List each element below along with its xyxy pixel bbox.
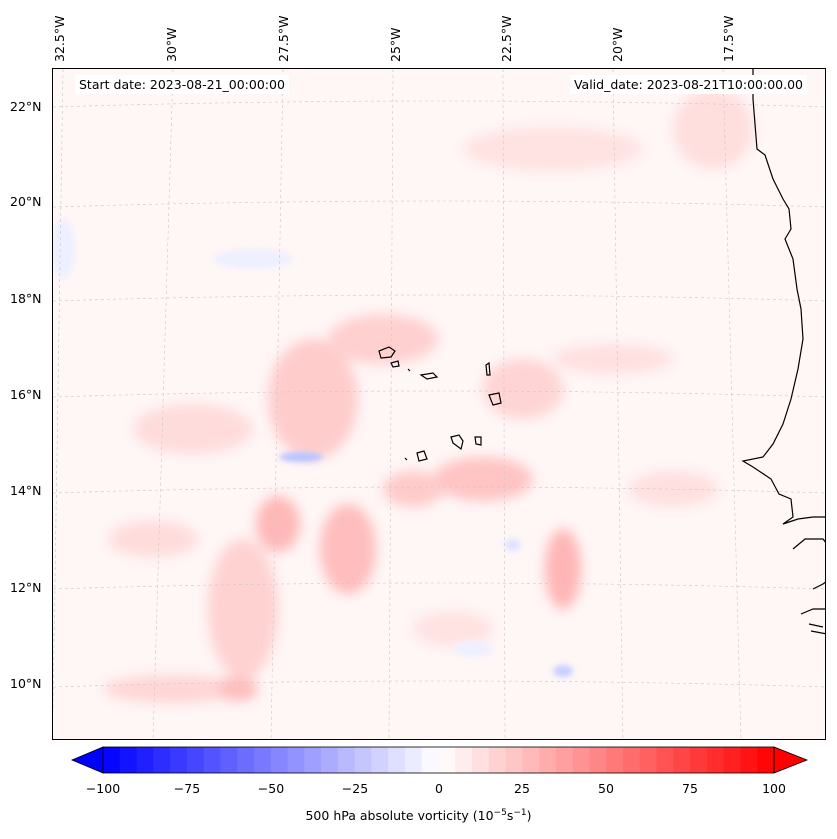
colorbar-cell	[270, 747, 289, 773]
lat-label-16n: 16°N	[10, 387, 42, 402]
colorbar-cell	[354, 747, 373, 773]
lon-label-32-5w: 32.5°W	[52, 15, 67, 62]
lat-label-10n: 10°N	[10, 676, 42, 691]
colorbar-cell	[455, 747, 473, 773]
colorbar-tick-100: 100	[762, 781, 786, 796]
colorbar-cell	[572, 747, 591, 773]
colorbar-cell	[757, 747, 775, 773]
colorbar-cell	[555, 747, 574, 773]
colorbar-cell	[136, 747, 154, 773]
cape-verde-islands	[378, 346, 502, 462]
colorbar-cell	[119, 747, 138, 773]
colorbar-tick-minus-50: −50	[257, 781, 285, 796]
colorbar-cell	[153, 747, 171, 773]
colorbar-tick-0: 0	[435, 781, 443, 796]
colorbar-tick-minus-25: −25	[341, 781, 369, 796]
colorbar-cell	[337, 747, 356, 773]
colorbar-cell	[706, 747, 725, 773]
colorbar-cell	[371, 747, 389, 773]
colorbar-cell	[673, 747, 691, 773]
colorbar-cell	[220, 747, 238, 773]
lon-label-20w: 20°W	[610, 27, 625, 62]
colorbar-cell	[488, 747, 507, 773]
colorbar-cell	[623, 747, 641, 773]
colorbar-cell	[505, 747, 523, 773]
colorbar-cell	[606, 747, 624, 773]
colorbar-cell	[639, 747, 658, 773]
colorbar-cell	[388, 747, 406, 773]
lat-label-20n: 20°N	[10, 194, 42, 209]
colorbar-cell	[656, 747, 674, 773]
lon-label-27-5w: 27.5°W	[276, 15, 291, 62]
colorbar-tick-75: 75	[682, 781, 698, 796]
colorbar-cell	[170, 747, 188, 773]
colorbar-cell	[723, 747, 742, 773]
colorbar-cell	[522, 747, 540, 773]
colorbar-cell	[186, 747, 205, 773]
lon-label-25w: 25°W	[388, 27, 403, 62]
colorbar-cell	[421, 747, 440, 773]
colorbar-cell	[203, 747, 222, 773]
colorbar-cell	[321, 747, 339, 773]
start-date: Start date: 2023-08-21_00:00:00	[75, 75, 289, 94]
colorbar-cell	[438, 747, 456, 773]
map-panel[interactable]: Start date: 2023-08-21_00:00:00 Valid_da…	[52, 68, 826, 740]
colorbar-min-extend	[70, 746, 104, 774]
colorbar-cell	[539, 747, 557, 773]
guinea-bissau-coast	[792, 538, 825, 635]
colorbar-max-extend	[773, 746, 809, 774]
negative-vorticity-spots	[53, 219, 573, 677]
colorbar-cell	[253, 747, 272, 773]
colorbar-tick-minus-100: −100	[85, 781, 121, 796]
colorbar-cell	[404, 747, 423, 773]
valid-date: Valid_date: 2023-08-21T10:00:00.00	[569, 75, 807, 94]
colorbar-tick-minus-75: −75	[173, 781, 201, 796]
colorbar-outline	[102, 746, 775, 774]
lat-label-14n: 14°N	[10, 483, 42, 498]
lat-label-18n: 18°N	[10, 291, 42, 306]
vorticity-blobs	[103, 89, 753, 703]
lat-label-22n: 22°N	[10, 99, 42, 114]
colorbar-tick-25: 25	[514, 781, 530, 796]
lon-label-22-5w: 22.5°W	[499, 15, 514, 62]
colorbar-cell	[237, 747, 255, 773]
lat-label-12n: 12°N	[10, 580, 42, 595]
vorticity-field	[53, 69, 825, 739]
colorbar-cell	[472, 747, 490, 773]
lon-label-30w: 30°W	[164, 27, 179, 62]
colorbar-cell	[690, 747, 708, 773]
colorbar	[70, 746, 809, 774]
colorbar-cell	[304, 747, 322, 773]
colorbar-label: 500 hPa absolute vorticity (10−5s−1)	[305, 808, 532, 824]
african-coastline	[741, 69, 825, 525]
colorbar-tick-50: 50	[598, 781, 614, 796]
colorbar-cell	[589, 747, 607, 773]
colorbar-cell	[287, 747, 305, 773]
graticule	[53, 69, 825, 739]
colorbar-cell	[740, 747, 758, 773]
lon-label-17-5w: 17.5°W	[721, 15, 736, 62]
colorbar-cell	[103, 747, 121, 773]
